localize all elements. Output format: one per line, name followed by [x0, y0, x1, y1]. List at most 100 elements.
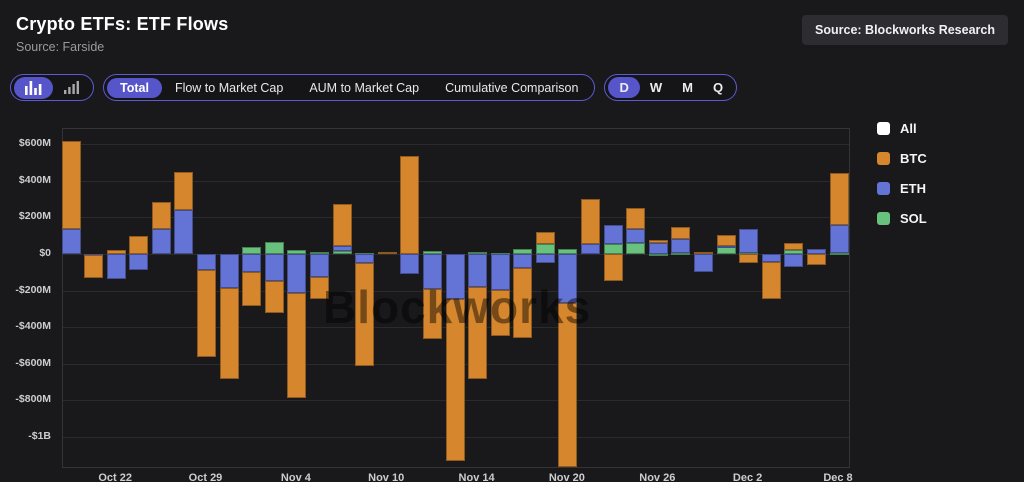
bar-segment-btc[interactable]: [377, 251, 397, 254]
bar-segment-eth[interactable]: [581, 244, 600, 254]
period-d[interactable]: D: [608, 77, 640, 98]
bar-segment-eth[interactable]: [558, 254, 578, 303]
bar-segment-sol[interactable]: [264, 241, 284, 254]
bar-segment-btc[interactable]: [310, 276, 329, 300]
bar-segment-sol[interactable]: [535, 243, 555, 254]
bar-segment-btc[interactable]: [106, 250, 126, 254]
bar-segment-btc[interactable]: [490, 290, 510, 337]
bar-segment-btc[interactable]: [219, 287, 239, 379]
bar-segment-eth[interactable]: [287, 254, 307, 293]
bar-segment-btc[interactable]: [806, 254, 826, 265]
bar-segment-btc[interactable]: [264, 280, 284, 313]
bar-segment-sol[interactable]: [829, 252, 849, 255]
bar-segment-sol[interactable]: [648, 253, 668, 256]
bar-segment-sol[interactable]: [784, 250, 804, 254]
period-w[interactable]: W: [649, 80, 663, 95]
bar-segment-btc[interactable]: [513, 267, 533, 338]
bar-segment-btc[interactable]: [558, 302, 578, 467]
bar-segment-btc[interactable]: [739, 254, 759, 264]
bar-segment-eth[interactable]: [310, 254, 329, 277]
bar-segment-eth[interactable]: [129, 254, 149, 270]
bar-segment-eth[interactable]: [219, 254, 239, 288]
bar-segment-eth[interactable]: [355, 254, 375, 263]
bar-chart-icon[interactable]: [14, 76, 53, 99]
bar-segment-eth[interactable]: [264, 254, 284, 281]
bar-segment-btc[interactable]: [694, 252, 713, 255]
bar-segment-sol[interactable]: [468, 252, 488, 255]
bar-segment-btc[interactable]: [129, 235, 149, 254]
bar-segment-btc[interactable]: [61, 140, 81, 230]
bar-segment-btc[interactable]: [174, 171, 194, 211]
bar-segment-eth[interactable]: [445, 254, 465, 300]
bar-segment-sol[interactable]: [287, 250, 307, 254]
bar-segment-eth[interactable]: [535, 254, 555, 263]
bar-segment-eth[interactable]: [806, 248, 826, 254]
legend-item-sol[interactable]: SOL: [877, 211, 927, 226]
bar-segment-eth[interactable]: [61, 229, 81, 254]
bar-segment-eth[interactable]: [242, 254, 262, 272]
bar-segment-eth[interactable]: [174, 210, 194, 254]
bar-segment-btc[interactable]: [332, 204, 352, 246]
tab-aum-to-market-cap[interactable]: AUM to Market Cap: [309, 80, 420, 95]
bar-segment-sol[interactable]: [603, 244, 623, 254]
bar-segment-eth[interactable]: [784, 254, 804, 268]
bar-segment-btc[interactable]: [445, 299, 465, 462]
bar-segment-eth[interactable]: [671, 239, 691, 254]
bar-segment-btc[interactable]: [151, 202, 171, 230]
mini-bar-chart-icon[interactable]: [53, 77, 90, 99]
bar-segment-btc[interactable]: [287, 293, 307, 399]
bar-segment-eth[interactable]: [332, 245, 352, 251]
period-q[interactable]: Q: [712, 80, 724, 95]
bar-segment-btc[interactable]: [784, 242, 804, 250]
bar-segment-btc[interactable]: [535, 231, 555, 244]
tab-total[interactable]: Total: [107, 77, 162, 98]
bar-segment-btc[interactable]: [581, 198, 600, 245]
bar-segment-btc[interactable]: [761, 261, 781, 299]
bar-segment-eth[interactable]: [197, 254, 216, 270]
bar-segment-eth[interactable]: [468, 254, 488, 287]
bar-segment-eth[interactable]: [829, 225, 849, 253]
bar-segment-eth[interactable]: [422, 254, 442, 290]
bar-segment-sol[interactable]: [626, 243, 646, 254]
bar-segment-btc[interactable]: [626, 207, 646, 229]
bar-segment-sol[interactable]: [332, 251, 352, 254]
bar-segment-sol[interactable]: [558, 249, 578, 254]
tab-cumulative-comparison[interactable]: Cumulative Comparison: [445, 80, 579, 95]
legend-item-all[interactable]: All: [877, 121, 927, 136]
bar-segment-eth[interactable]: [626, 228, 646, 244]
bar-segment-eth[interactable]: [151, 229, 171, 254]
legend-item-eth[interactable]: ETH: [877, 181, 927, 196]
bar-segment-eth[interactable]: [694, 254, 713, 272]
bar-segment-eth[interactable]: [513, 254, 533, 268]
bar-segment-eth[interactable]: [490, 254, 510, 291]
period-m[interactable]: M: [682, 80, 693, 95]
bar-segment-eth[interactable]: [716, 245, 736, 248]
bar-segment-btc[interactable]: [400, 155, 420, 254]
bar-segment-eth[interactable]: [106, 254, 126, 280]
bar-segment-eth[interactable]: [761, 254, 781, 262]
bar-segment-btc[interactable]: [468, 286, 488, 379]
bar-segment-btc[interactable]: [829, 173, 849, 226]
bar-segment-eth[interactable]: [739, 228, 759, 254]
bar-segment-btc[interactable]: [671, 226, 691, 240]
bar-segment-btc[interactable]: [355, 262, 375, 366]
bar-segment-sol[interactable]: [310, 251, 329, 254]
bar-segment-sol[interactable]: [671, 253, 691, 256]
bar-segment-sol[interactable]: [242, 247, 262, 254]
bar-segment-eth[interactable]: [648, 243, 668, 254]
bar-segment-btc[interactable]: [422, 289, 442, 339]
legend-swatch-all: [877, 122, 890, 135]
bar-segment-btc[interactable]: [716, 235, 736, 246]
bar-segment-eth[interactable]: [603, 225, 623, 245]
legend-item-btc[interactable]: BTC: [877, 151, 927, 166]
bar-segment-btc[interactable]: [648, 240, 668, 244]
bar-segment-sol[interactable]: [513, 249, 533, 254]
bar-segment-sol[interactable]: [422, 251, 442, 254]
bar-segment-btc[interactable]: [197, 269, 216, 358]
bar-segment-btc[interactable]: [84, 254, 104, 278]
bar-segment-eth[interactable]: [400, 254, 420, 275]
tab-flow-to-market-cap[interactable]: Flow to Market Cap: [174, 80, 284, 95]
bar-segment-btc[interactable]: [603, 254, 623, 281]
bar-segment-btc[interactable]: [242, 271, 262, 307]
x-axis-tick-label: Nov 14: [458, 472, 495, 482]
